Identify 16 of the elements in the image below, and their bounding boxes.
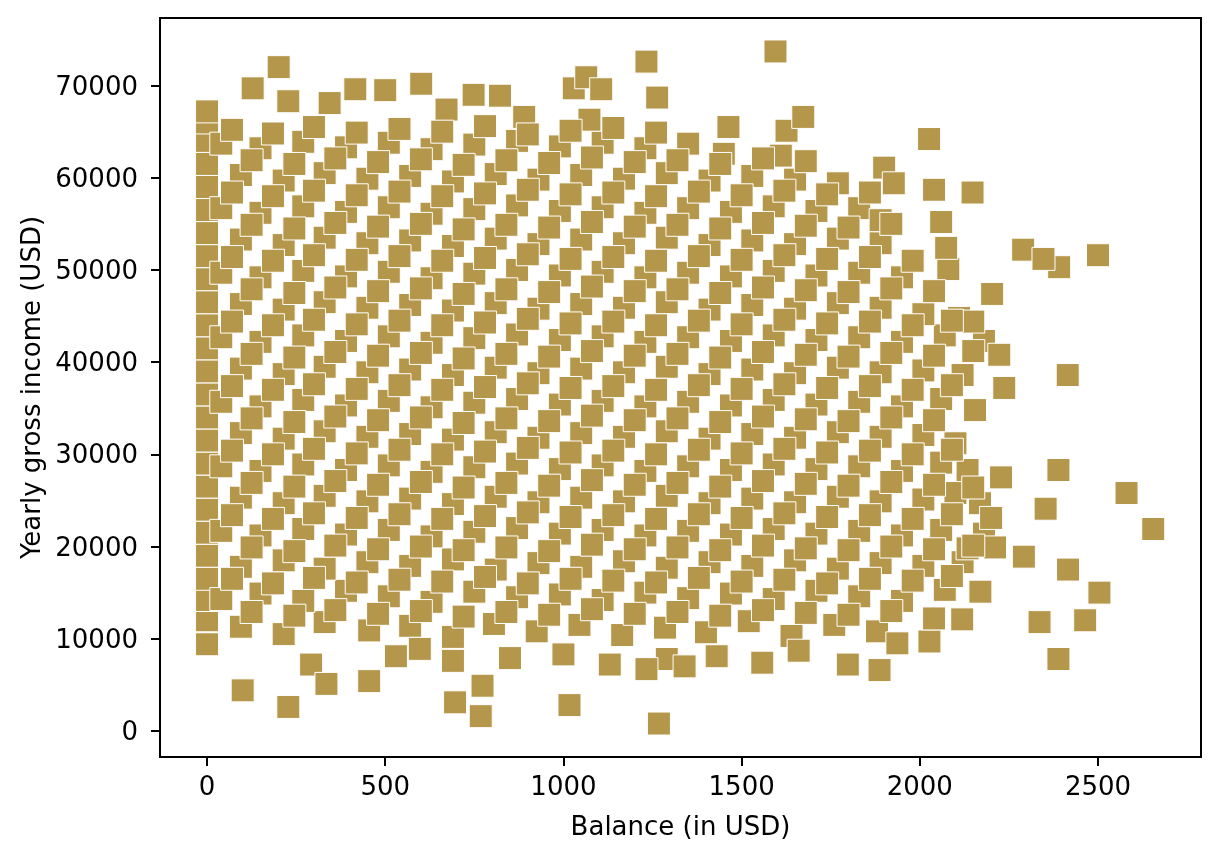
y-tick-label: 20000 [55,531,138,562]
x-tick-label: 1000 [530,771,597,801]
x-tick-label: 2000 [886,771,953,801]
x-tick-label: 0 [198,771,216,801]
y-tick-label: 60000 [55,162,138,193]
y-tick-label: 50000 [55,254,138,285]
y-tick-label: 10000 [55,623,138,654]
x-axis-title: Balance (in USD) [570,811,791,841]
x-tick-label: 2500 [1064,771,1132,801]
y-tick-label: 0 [121,715,138,746]
y-tick-label: 30000 [55,439,138,470]
x-tick-label: 1500 [708,771,775,801]
x-tick-label: 500 [360,771,411,801]
y-tick-label: 70000 [55,70,138,101]
y-axis-title: Yearly gross income (USD) [16,215,47,561]
y-tick-label: 40000 [55,347,138,378]
